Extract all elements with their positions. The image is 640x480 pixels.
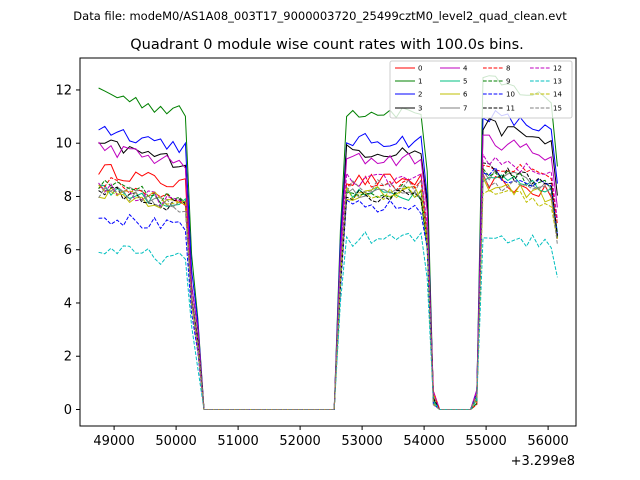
series-line-1 (98, 75, 558, 410)
y-tick-label: 2 (64, 350, 72, 365)
legend-label-14: 14 (553, 91, 562, 99)
series-line-13 (98, 231, 558, 410)
series-line-4 (98, 134, 558, 410)
legend-frame (389, 60, 573, 119)
legend-label-4: 4 (463, 65, 468, 73)
x-tick-label: 51000 (217, 434, 258, 449)
legend-label-6: 6 (463, 91, 468, 99)
series-line-3 (98, 118, 558, 410)
series-line-0 (98, 163, 558, 410)
legend-label-11: 11 (506, 105, 515, 113)
legend-label-9: 9 (506, 78, 510, 86)
x-axis-offset-label: +3.299e8 (511, 454, 575, 469)
legend-label-15: 15 (553, 105, 562, 113)
legend-label-1: 1 (418, 78, 422, 86)
suptitle: Data file: modeM0/AS1A08_003T17_90000037… (73, 9, 567, 23)
axes-frame (79, 57, 577, 427)
y-tick-label: 10 (55, 137, 72, 152)
series-line-9 (98, 167, 558, 410)
legend-label-7: 7 (463, 105, 467, 113)
x-tick-label: 54000 (403, 434, 444, 449)
series-line-5 (98, 174, 558, 410)
y-tick-label: 0 (64, 403, 72, 418)
x-tick-label: 50000 (155, 434, 196, 449)
y-tick-label: 8 (64, 190, 72, 205)
plot-area (98, 75, 558, 410)
legend-label-12: 12 (553, 65, 562, 73)
legend-label-13: 13 (553, 78, 562, 86)
chart-title: Quadrant 0 module wise count rates with … (130, 37, 524, 53)
series-line-8 (98, 163, 558, 410)
x-tick-label: 53000 (341, 434, 382, 449)
y-tick-label: 12 (55, 83, 72, 98)
x-tick-label: 56000 (527, 434, 568, 449)
x-tick-label: 52000 (279, 434, 320, 449)
legend-label-10: 10 (506, 91, 515, 99)
x-tick-label: 55000 (465, 434, 506, 449)
x-tick-label: 49000 (93, 434, 134, 449)
legend-label-3: 3 (418, 105, 422, 113)
legend-label-2: 2 (418, 91, 422, 99)
legend-label-0: 0 (418, 65, 422, 73)
y-tick-label: 6 (64, 243, 72, 258)
series-line-15 (98, 173, 558, 410)
x-axis: 49000 50000 51000 52000 53000 54000 55000 56000 (93, 426, 569, 449)
series-line-12 (98, 152, 558, 410)
legend-label-8: 8 (506, 65, 510, 73)
series-line-14 (98, 184, 558, 410)
y-axis: 0 2 4 6 8 10 12 (55, 83, 80, 418)
series-line-6 (98, 177, 558, 410)
y-tick-label: 4 (64, 296, 72, 311)
series-line-7 (98, 168, 558, 410)
legend-label-5: 5 (463, 78, 467, 86)
